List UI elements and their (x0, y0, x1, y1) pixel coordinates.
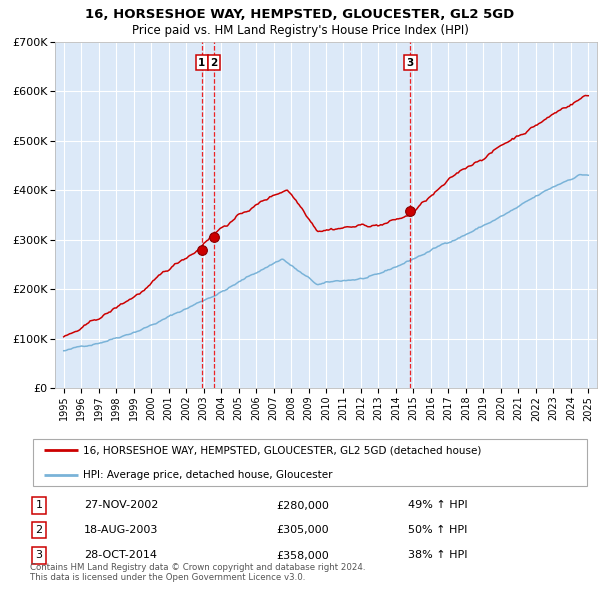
Text: 28-OCT-2014: 28-OCT-2014 (84, 550, 157, 560)
Text: 38% ↑ HPI: 38% ↑ HPI (408, 550, 467, 560)
Text: HPI: Average price, detached house, Gloucester: HPI: Average price, detached house, Glou… (83, 470, 332, 480)
Text: £280,000: £280,000 (276, 500, 329, 510)
Text: Contains HM Land Registry data © Crown copyright and database right 2024.
This d: Contains HM Land Registry data © Crown c… (30, 563, 365, 582)
Text: £358,000: £358,000 (276, 550, 329, 560)
Text: £305,000: £305,000 (276, 525, 329, 535)
Text: 2: 2 (211, 58, 218, 68)
Text: 2: 2 (35, 525, 43, 535)
Text: 27-NOV-2002: 27-NOV-2002 (84, 500, 158, 510)
Text: 18-AUG-2003: 18-AUG-2003 (84, 525, 158, 535)
Text: 1: 1 (35, 500, 43, 510)
Text: 50% ↑ HPI: 50% ↑ HPI (408, 525, 467, 535)
Text: 16, HORSESHOE WAY, HEMPSTED, GLOUCESTER, GL2 5GD (detached house): 16, HORSESHOE WAY, HEMPSTED, GLOUCESTER,… (83, 445, 482, 455)
Text: 3: 3 (35, 550, 43, 560)
Text: 49% ↑ HPI: 49% ↑ HPI (408, 500, 467, 510)
Text: 1: 1 (198, 58, 205, 68)
Text: Price paid vs. HM Land Registry's House Price Index (HPI): Price paid vs. HM Land Registry's House … (131, 24, 469, 37)
Text: 16, HORSESHOE WAY, HEMPSTED, GLOUCESTER, GL2 5GD: 16, HORSESHOE WAY, HEMPSTED, GLOUCESTER,… (85, 8, 515, 21)
Text: 3: 3 (407, 58, 414, 68)
